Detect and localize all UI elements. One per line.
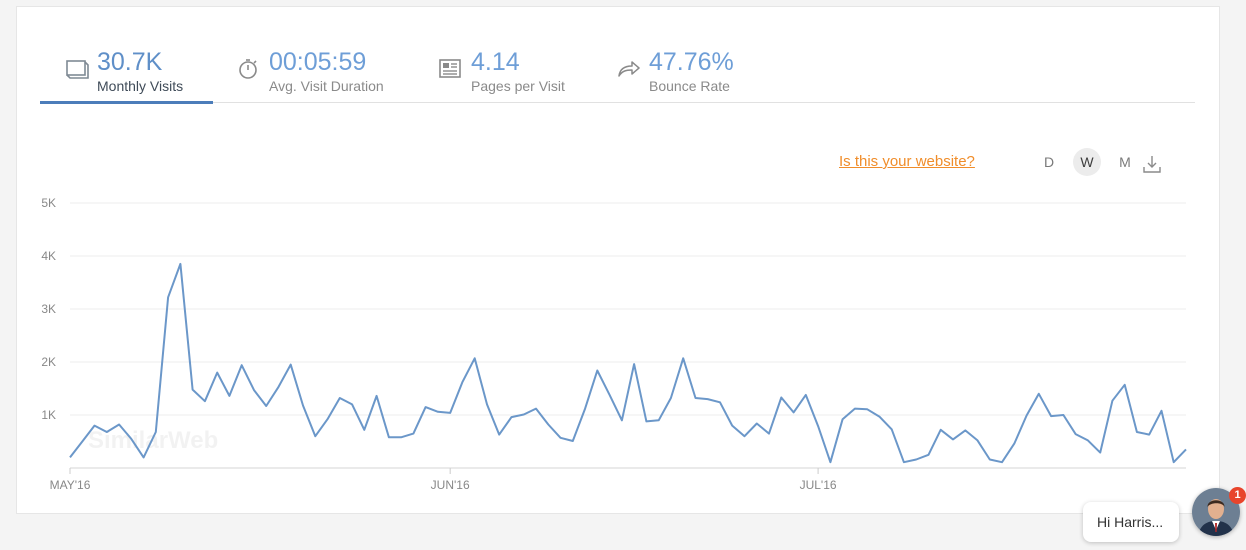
chat-greeting-bubble[interactable]: Hi Harris...	[1083, 502, 1179, 542]
tab-monthly-visits[interactable]: 30.7K Monthly Visits	[64, 42, 214, 102]
active-tab-indicator	[40, 101, 213, 104]
metric-tabs: 30.7K Monthly Visits 00:05:59 Avg. Visit…	[40, 32, 1195, 104]
monthly-visits-label: Monthly Visits	[97, 78, 184, 94]
pages-icon	[439, 59, 461, 78]
monthly-visits-value: 30.7K	[97, 48, 163, 76]
monthly-visits-icon	[66, 60, 89, 79]
bounce-rate-value: 47.76%	[649, 48, 734, 76]
tab-bounce-rate[interactable]: 47.76% Bounce Rate	[616, 42, 756, 102]
avg-visit-duration-value: 00:05:59	[269, 48, 367, 76]
share-arrow-icon	[618, 61, 640, 77]
tab-pages-per-visit[interactable]: 4.14 Pages per Visit	[438, 42, 578, 102]
bounce-rate-label: Bounce Rate	[649, 78, 730, 94]
granularity-weekly[interactable]: W	[1073, 148, 1101, 176]
claim-website-link[interactable]: Is this your website?	[839, 153, 975, 170]
granularity-daily[interactable]: D	[1043, 154, 1055, 170]
granularity-monthly[interactable]: M	[1119, 154, 1131, 170]
pages-per-visit-label: Pages per Visit	[471, 78, 565, 94]
chat-notification-badge: 1	[1229, 487, 1246, 504]
avg-visit-duration-label: Avg. Visit Duration	[269, 78, 384, 94]
tab-avg-visit-duration[interactable]: 00:05:59 Avg. Visit Duration	[236, 42, 396, 102]
stopwatch-icon	[239, 59, 257, 79]
chat-agent-avatar[interactable]	[1192, 488, 1240, 536]
download-icon[interactable]	[1141, 153, 1163, 175]
avatar-portrait	[1192, 488, 1240, 536]
pages-per-visit-value: 4.14	[471, 48, 520, 76]
